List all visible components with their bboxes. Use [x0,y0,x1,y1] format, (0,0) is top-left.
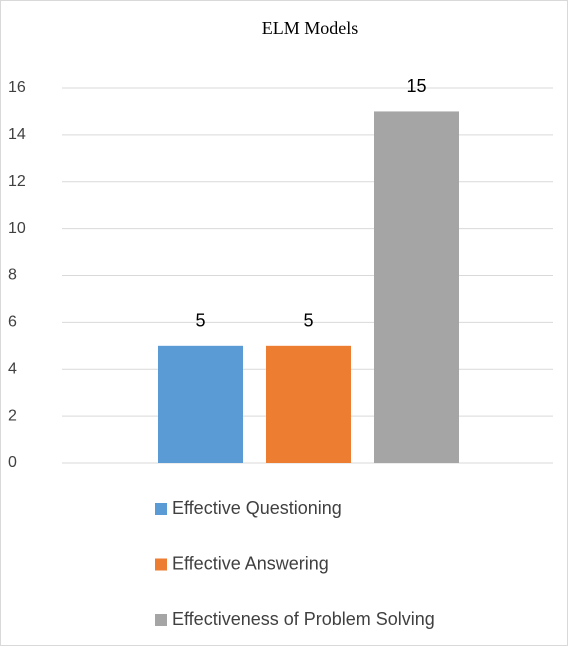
y-tick-label: 14 [8,126,26,143]
legend-swatch [155,503,167,515]
bar [158,345,243,463]
chart-title: ELM Models [262,18,359,38]
y-tick-label: 16 [8,79,26,96]
data-label: 5 [195,311,205,331]
y-tick-label: 10 [8,220,26,237]
bar [374,111,459,463]
y-tick-label: 4 [8,360,17,377]
legend-swatch [155,614,167,626]
y-tick-label: 12 [8,173,26,190]
bar [266,345,351,463]
data-label: 15 [406,76,426,96]
y-tick-label: 8 [8,267,17,284]
legend-swatch [155,558,167,571]
y-tick-label: 2 [8,407,17,424]
data-label: 5 [303,311,313,331]
y-tick-label: 0 [8,454,17,471]
y-tick-label: 6 [8,314,17,331]
legend-label: Effective Questioning [172,498,342,518]
legend-label: Effectiveness of Problem Solving [172,609,435,629]
legend-label: Effective Answering [172,553,329,573]
